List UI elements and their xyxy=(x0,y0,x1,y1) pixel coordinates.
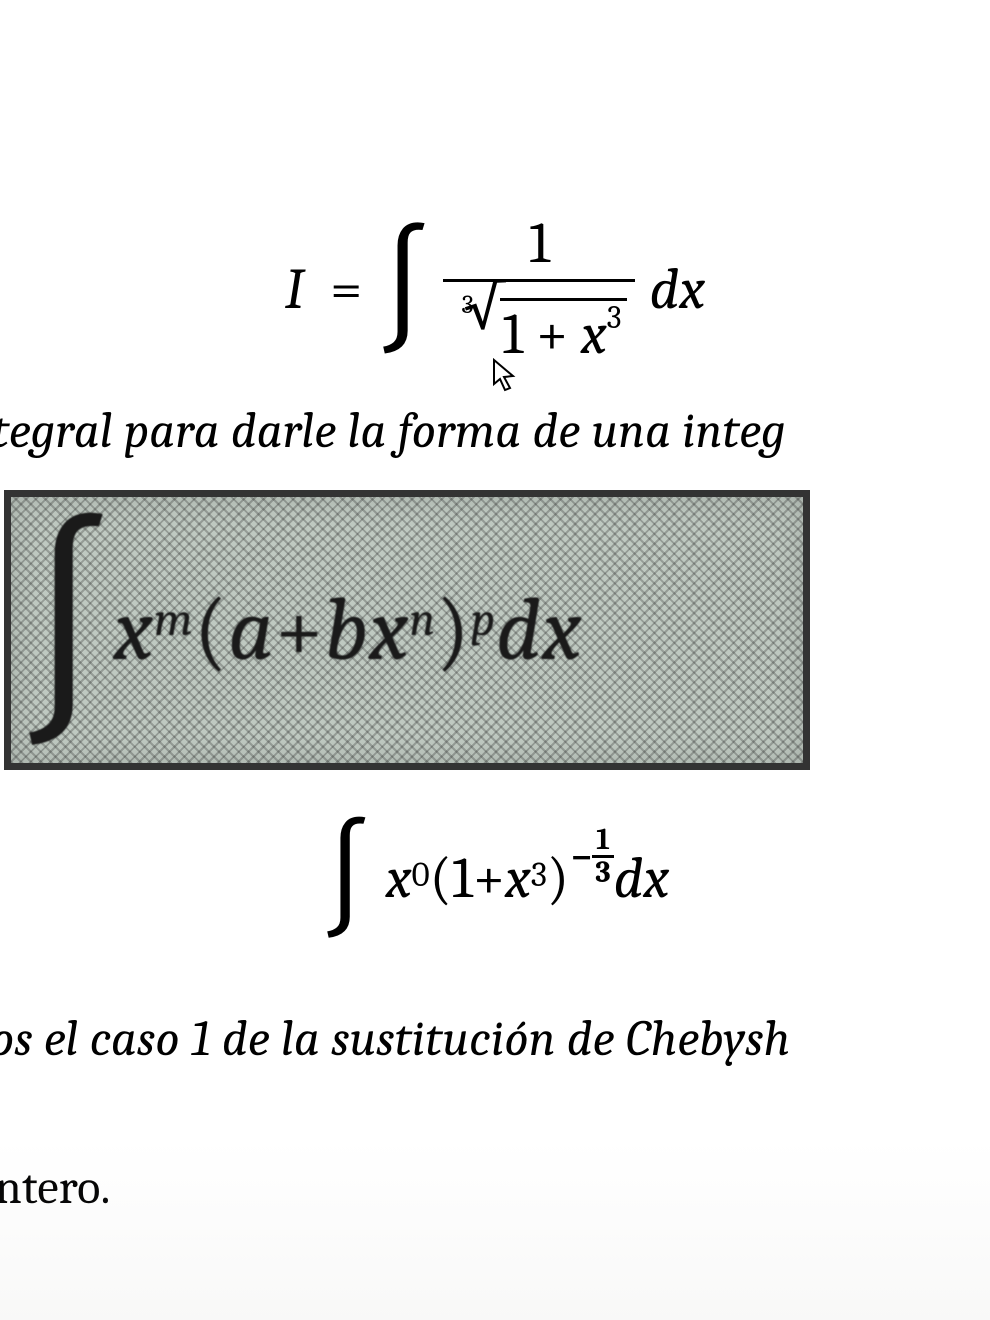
eq1-equals: = xyxy=(330,256,362,323)
equation-1: I = ∫ 1 3 √ 1 + x3 dx xyxy=(0,210,990,368)
body-text-2: os el caso 1 de la sustitución de Chebys… xyxy=(0,1010,790,1068)
bottom-fade xyxy=(0,1140,990,1320)
eq1-lhs: I xyxy=(285,256,304,323)
root-index: 3 xyxy=(461,290,473,320)
binomial-formula: ∫ xm ( a + b xn )p dx xyxy=(17,550,582,711)
eq1-denominator: 3 √ 1 + x3 xyxy=(443,282,635,368)
cursor-icon xyxy=(492,358,520,394)
integral-sign-icon: ∫ xyxy=(17,550,116,711)
integral-sign-icon: ∫ xyxy=(321,830,372,926)
integral-sign-icon: ∫ xyxy=(376,237,431,341)
eq1-fraction: 1 3 √ 1 + x3 xyxy=(443,210,635,368)
body-text-1: tegral para darle la forma de una integ xyxy=(0,402,786,460)
eq1-numerator: 1 xyxy=(521,210,558,279)
binomial-differential-formula-box: ∫ xm ( a + b xn )p dx xyxy=(4,490,810,770)
eq1-dx: dx xyxy=(649,256,705,323)
equation-2: ∫ x0 ( 1 + x3 ) − 1 3 dx xyxy=(0,830,990,926)
negative-sign: − xyxy=(571,836,592,877)
eq2-exponent-fraction: 1 3 xyxy=(592,825,613,888)
